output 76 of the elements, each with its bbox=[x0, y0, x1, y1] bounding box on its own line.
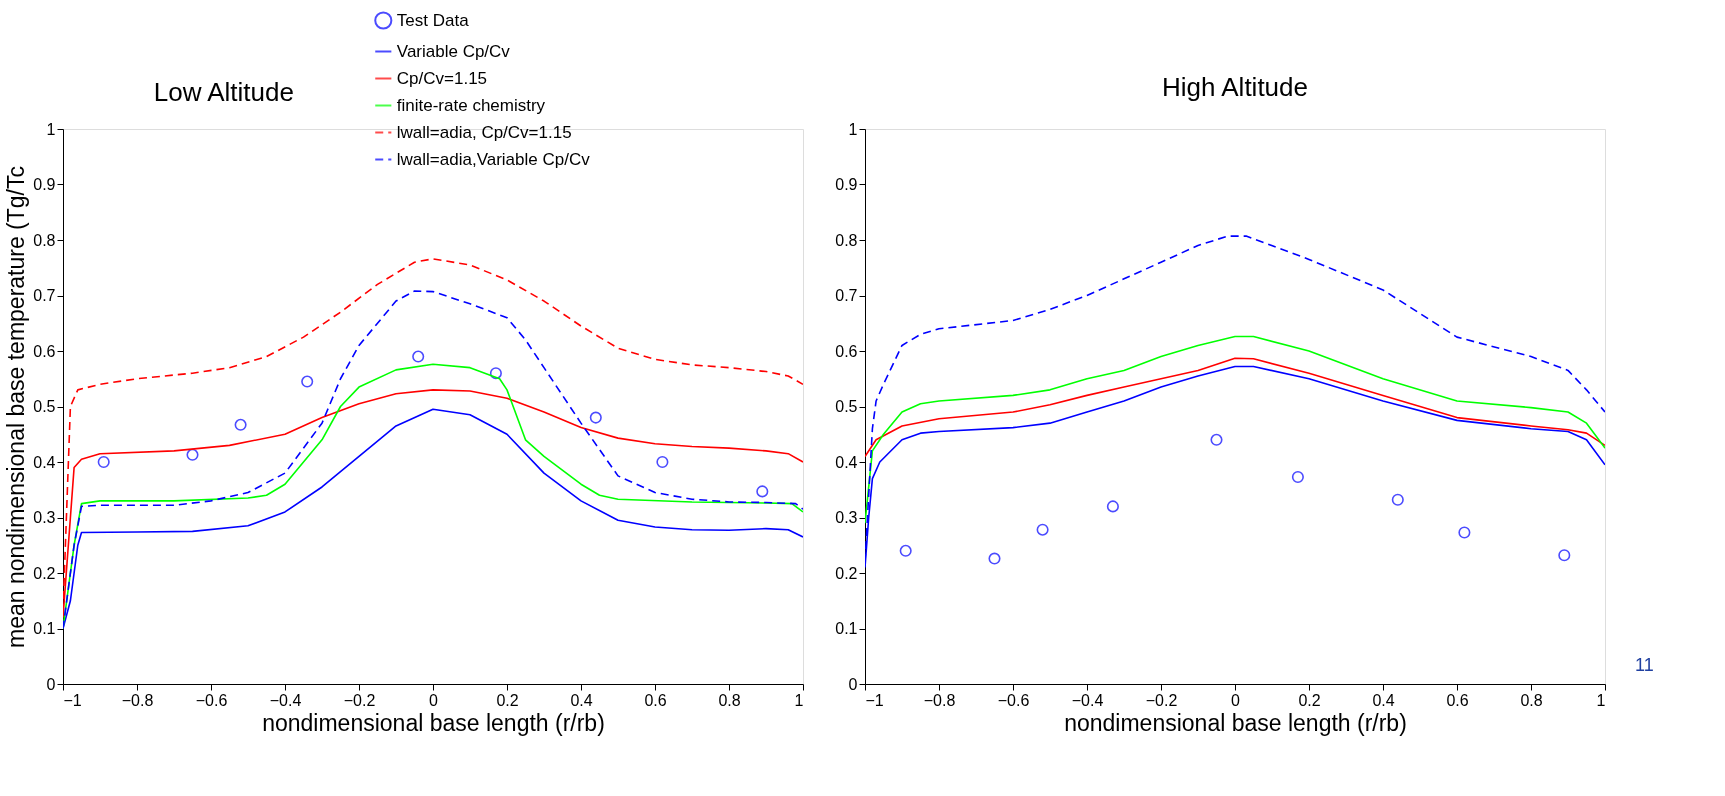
y-tick-label: 0.8 bbox=[33, 231, 56, 249]
y-tick-label: 1 bbox=[848, 120, 858, 138]
x-axis-title: nondimensional base length (r/rb) bbox=[262, 709, 605, 736]
point bbox=[234, 418, 247, 431]
y-tick-label: 1 bbox=[46, 120, 56, 138]
point bbox=[988, 552, 1001, 565]
point bbox=[97, 455, 110, 469]
x-tick-label: −0.2 bbox=[343, 691, 376, 709]
y-tick-label: 0.4 bbox=[33, 453, 56, 471]
chart-title: Low Altitude bbox=[153, 77, 294, 107]
x-tick-label: −0.8 bbox=[923, 691, 956, 709]
x-tick-label: −0.2 bbox=[1145, 691, 1178, 709]
y-tick-label: 0.6 bbox=[835, 342, 858, 360]
y-tick-label: 0.7 bbox=[33, 287, 56, 304]
legend-label: Test Data bbox=[396, 10, 470, 30]
point bbox=[412, 350, 425, 363]
legend-label: Cp/Cv=1.15 bbox=[396, 68, 488, 88]
x-tick-label: 0.6 bbox=[644, 691, 667, 709]
y-axis-title: mean nondimensional base temperature (Tg/Tc bbox=[3, 166, 30, 648]
y-tick-label: 0.7 bbox=[835, 287, 858, 304]
text: 11 bbox=[1635, 655, 1654, 675]
point bbox=[1391, 493, 1404, 506]
x-tick-label: 0.8 bbox=[1520, 691, 1543, 709]
point bbox=[186, 448, 199, 461]
x-tick-label: 0.2 bbox=[1298, 691, 1321, 709]
point bbox=[1558, 549, 1571, 562]
y-tick-label: 0.4 bbox=[835, 453, 858, 471]
y-tick-label: 0.3 bbox=[835, 509, 858, 526]
point bbox=[656, 455, 669, 469]
point bbox=[1291, 470, 1304, 484]
y-tick-label: 0.8 bbox=[835, 231, 858, 249]
legend-label: lwall=adia,Variable Cp/Cv bbox=[396, 149, 591, 169]
x-tick-label: 0 bbox=[1231, 691, 1241, 709]
point bbox=[899, 544, 912, 557]
x-tick-label: −1 bbox=[865, 691, 884, 709]
y-tick-label: 0.2 bbox=[33, 564, 56, 582]
x-tick-label: 0.6 bbox=[1446, 691, 1469, 709]
line-series bbox=[865, 335, 1605, 524]
y-tick-label: 0.5 bbox=[33, 398, 56, 415]
x-tick-label: −0.6 bbox=[997, 691, 1030, 709]
y-tick-label: 0.2 bbox=[835, 564, 858, 582]
point bbox=[1036, 523, 1049, 536]
chart-title: High Altitude bbox=[1162, 72, 1308, 102]
line-series bbox=[865, 357, 1605, 458]
x-tick-label: −0.8 bbox=[121, 691, 154, 709]
y-tick-label: 0.1 bbox=[33, 620, 56, 637]
y-tick-label: 0.6 bbox=[33, 342, 56, 360]
y-tick-label: 0.9 bbox=[835, 176, 858, 193]
x-tick-label: 0.8 bbox=[718, 691, 741, 709]
y-tick-label: 0 bbox=[46, 675, 56, 693]
point bbox=[489, 367, 502, 380]
y-tick-label: 0 bbox=[848, 675, 858, 693]
point bbox=[1106, 500, 1119, 513]
x-axis-title: nondimensional base length (r/rb) bbox=[1064, 709, 1407, 736]
legend-label: Variable Cp/Cv bbox=[396, 41, 511, 61]
point bbox=[1458, 526, 1471, 539]
x-tick-label: 0.4 bbox=[1372, 691, 1395, 709]
x-tick-label: 0.4 bbox=[570, 691, 593, 709]
x-tick-label: −0.6 bbox=[195, 691, 228, 709]
x-tick-label: 0 bbox=[429, 691, 439, 709]
legend-label: finite-rate chemistry bbox=[396, 95, 546, 115]
point bbox=[589, 411, 602, 424]
x-tick-label: 1 bbox=[794, 691, 804, 709]
y-tick-label: 0.5 bbox=[835, 398, 858, 415]
x-tick-label: −0.4 bbox=[1071, 691, 1104, 709]
x-tick-label: 1 bbox=[1596, 691, 1606, 709]
y-tick-label: 0.1 bbox=[835, 620, 858, 637]
point bbox=[301, 375, 314, 388]
x-tick-label: −1 bbox=[63, 691, 82, 709]
legend-label: lwall=adia, Cp/Cv=1.15 bbox=[396, 122, 572, 142]
point bbox=[756, 485, 769, 498]
point bbox=[1210, 433, 1223, 446]
y-tick-label: 0.9 bbox=[33, 176, 56, 193]
x-tick-label: 0.2 bbox=[496, 691, 519, 709]
x-tick-label: −0.4 bbox=[269, 691, 302, 709]
y-tick-label: 0.3 bbox=[33, 509, 56, 526]
